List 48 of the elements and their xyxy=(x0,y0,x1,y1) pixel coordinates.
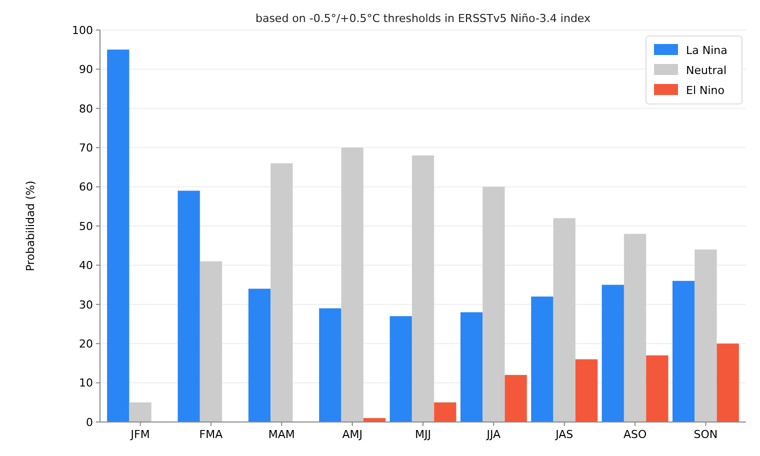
bar xyxy=(575,359,598,422)
x-tick-label: AMJ xyxy=(342,428,362,441)
y-axis-title: Probabilidad (%) xyxy=(24,180,37,272)
x-tick-label: JAS xyxy=(554,428,574,441)
y-tick-label: 50 xyxy=(79,220,93,233)
bar xyxy=(390,316,412,422)
y-tick-label: 40 xyxy=(79,259,93,272)
bar xyxy=(716,344,739,422)
x-tick-label: FMA xyxy=(199,428,224,441)
bar xyxy=(504,374,527,422)
bar xyxy=(646,355,668,422)
bar xyxy=(460,312,483,422)
y-tick-label: 60 xyxy=(79,180,93,194)
legend-label: Neutral xyxy=(686,64,727,77)
legend-label: La Nina xyxy=(686,44,728,57)
y-tick-label: 10 xyxy=(79,376,93,390)
bar xyxy=(531,296,554,422)
bar xyxy=(482,186,505,422)
bar xyxy=(434,402,456,422)
bar xyxy=(602,284,624,422)
bar xyxy=(412,155,434,422)
bar xyxy=(341,148,364,422)
bar xyxy=(129,402,152,422)
bar xyxy=(270,163,293,422)
x-tick-label: ASO xyxy=(623,428,647,441)
x-tick-label: MJJ xyxy=(415,428,431,441)
y-tick-label: 100 xyxy=(72,24,93,37)
y-tick-label: 0 xyxy=(86,416,93,429)
bar xyxy=(672,280,695,422)
y-tick-label: 90 xyxy=(79,63,93,76)
y-tick-label: 30 xyxy=(79,298,93,312)
bar xyxy=(319,308,342,422)
legend-label: El Nino xyxy=(686,84,725,97)
x-tick-label: JJA xyxy=(486,428,502,441)
x-tick-label: JFM xyxy=(130,428,150,441)
bar xyxy=(248,288,271,422)
bar xyxy=(553,218,576,422)
bar xyxy=(107,50,130,422)
y-tick-label: 80 xyxy=(79,102,93,116)
y-tick-label: 70 xyxy=(79,141,93,154)
bar xyxy=(178,190,200,422)
chart-subtitle: based on -0.5°/+0.5°C thresholds in ERSSTv5 Niño-3.4 index xyxy=(255,12,592,25)
bar xyxy=(200,261,222,422)
x-tick-label: MAM xyxy=(268,428,295,441)
x-tick-label: SON xyxy=(694,428,718,441)
bar xyxy=(694,250,717,422)
bar xyxy=(624,234,646,422)
y-tick-label: 20 xyxy=(79,337,93,350)
